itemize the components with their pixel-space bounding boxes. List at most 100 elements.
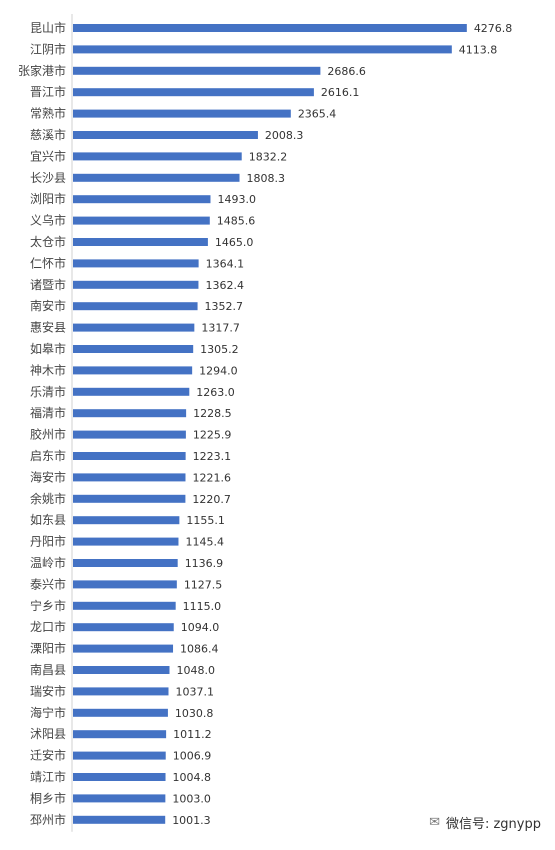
value-label: 1048.0 [177, 664, 216, 677]
value-label: 1004.8 [173, 771, 212, 784]
value-label: 1001.3 [172, 814, 211, 827]
category-label: 南昌县 [30, 662, 66, 677]
bar [73, 709, 168, 717]
category-label: 启东市 [30, 448, 66, 463]
category-label: 常熟市 [30, 106, 66, 121]
category-label: 昆山市 [30, 20, 66, 35]
category-label: 仁怀市 [30, 255, 66, 270]
value-label: 1006.9 [173, 750, 212, 763]
bar [73, 538, 178, 546]
category-label: 余姚市 [30, 491, 66, 506]
bar [73, 281, 198, 289]
category-label: 胶州市 [30, 427, 66, 442]
wechat-icon: ✉ [429, 815, 440, 830]
value-label: 1263.0 [196, 386, 235, 399]
category-label: 宁乡市 [30, 598, 66, 613]
bar [73, 580, 177, 588]
bar [73, 773, 166, 781]
category-label: 海安市 [30, 469, 66, 484]
category-label: 邳州市 [30, 812, 66, 827]
bar [73, 152, 242, 160]
category-label: 桐乡市 [30, 790, 66, 805]
value-label: 4113.8 [459, 43, 498, 56]
value-label: 1011.2 [173, 728, 212, 741]
value-label: 1493.0 [217, 193, 256, 206]
bar [73, 559, 178, 567]
value-label: 1155.1 [186, 514, 225, 527]
category-label: 晋江市 [30, 84, 66, 99]
category-label: 靖江市 [30, 769, 66, 784]
category-label: 浏阳市 [30, 191, 66, 206]
value-label: 1225.9 [193, 429, 232, 442]
category-label: 神木市 [30, 362, 66, 377]
value-label: 1808.3 [247, 172, 285, 185]
value-label: 1220.7 [192, 493, 231, 506]
bar [73, 259, 199, 267]
category-label: 温岭市 [30, 555, 66, 570]
category-label: 沭阳县 [30, 727, 66, 741]
value-label: 1362.4 [205, 279, 244, 292]
category-label: 海宁市 [30, 705, 66, 720]
bar [73, 174, 240, 182]
bar [73, 238, 208, 246]
bar [73, 431, 186, 439]
watermark: ✉ 微信号: zgnypp [429, 813, 541, 832]
category-label: 宜兴市 [30, 148, 66, 163]
value-label: 2365.4 [298, 108, 337, 121]
value-label: 1352.7 [205, 300, 244, 313]
value-label: 1485.6 [217, 215, 256, 228]
category-label: 惠安县 [30, 320, 66, 335]
category-label: 龙口市 [30, 619, 66, 634]
value-label: 1223.1 [193, 450, 232, 463]
value-label: 1037.1 [175, 685, 214, 698]
bar [73, 110, 291, 118]
bar [73, 687, 168, 695]
bar [73, 88, 314, 96]
category-label: 乐清市 [30, 384, 66, 399]
bar [73, 388, 189, 396]
category-label: 泰兴市 [30, 576, 66, 591]
value-label: 1294.0 [199, 364, 238, 377]
value-label: 1221.6 [192, 471, 231, 484]
watermark-text: 微信号: zgnypp [446, 813, 541, 832]
value-label: 1086.4 [180, 643, 219, 656]
category-label: 丹阳市 [30, 534, 66, 549]
bar [73, 516, 179, 524]
value-label: 1305.2 [200, 343, 239, 356]
bar [73, 602, 176, 610]
category-label: 福清市 [30, 405, 66, 420]
value-label: 1115.0 [183, 600, 222, 613]
bar [73, 217, 210, 225]
category-label: 瑞安市 [30, 683, 66, 698]
bar [73, 794, 165, 802]
category-label: 迁安市 [30, 748, 66, 763]
category-label: 义乌市 [30, 213, 66, 228]
value-label: 2616.1 [321, 86, 360, 99]
value-label: 2686.6 [327, 65, 366, 78]
value-label: 1094.0 [181, 621, 220, 634]
category-label: 长沙县 [30, 171, 66, 185]
category-label: 溧阳市 [30, 641, 66, 656]
bar [73, 195, 210, 203]
bar [73, 324, 194, 332]
value-label: 2008.3 [265, 129, 304, 142]
bar [73, 452, 186, 460]
bar [73, 473, 185, 481]
bar [73, 752, 166, 760]
bar [73, 495, 185, 503]
bar [73, 131, 258, 139]
category-label: 江阴市 [30, 41, 66, 56]
bar [73, 623, 174, 631]
bar [73, 666, 170, 674]
value-label: 1832.2 [249, 150, 288, 163]
value-label: 1145.4 [185, 536, 224, 549]
value-label: 1317.7 [201, 322, 240, 335]
category-label: 慈溪市 [30, 127, 66, 142]
category-label: 南安市 [30, 298, 66, 313]
category-label: 张家港市 [18, 63, 66, 78]
value-label: 1003.0 [172, 792, 211, 805]
bar [73, 730, 166, 738]
value-label: 1030.8 [175, 707, 214, 720]
value-label: 4276.8 [474, 22, 513, 35]
